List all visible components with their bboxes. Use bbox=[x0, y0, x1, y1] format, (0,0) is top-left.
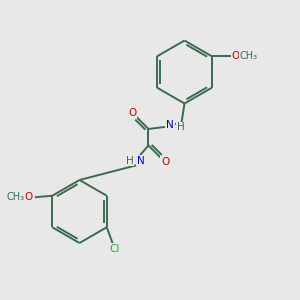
Text: CH₃: CH₃ bbox=[6, 192, 24, 202]
Text: H: H bbox=[126, 155, 134, 166]
Text: H: H bbox=[177, 122, 184, 133]
Text: O: O bbox=[25, 192, 33, 202]
Text: O: O bbox=[232, 51, 240, 61]
Text: N: N bbox=[166, 120, 174, 130]
Text: N: N bbox=[136, 155, 144, 166]
Text: CH₃: CH₃ bbox=[240, 51, 258, 61]
Text: O: O bbox=[161, 157, 170, 167]
Text: O: O bbox=[128, 108, 136, 118]
Text: Cl: Cl bbox=[109, 244, 119, 254]
